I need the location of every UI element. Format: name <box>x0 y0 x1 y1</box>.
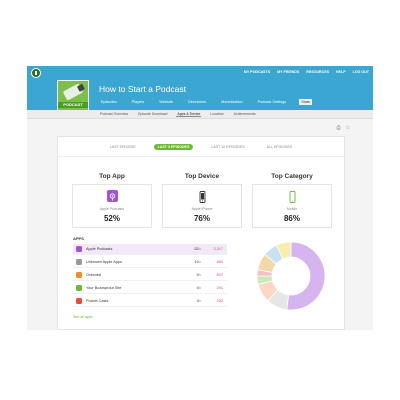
pocket-casts-icon <box>76 298 82 304</box>
donut-slice-apple-podcasts[interactable] <box>286 241 326 311</box>
top-category-name: Mobile <box>286 207 298 211</box>
top-app-card: Apple Podcasts 52% <box>72 184 152 228</box>
top-app-name: Apple Podcasts <box>99 207 125 211</box>
apps-donut-chart <box>256 241 326 311</box>
app-name: Pocket Casts <box>86 299 109 303</box>
sub-nav-location[interactable]: Location <box>210 112 224 116</box>
app-count: 607 <box>216 273 223 277</box>
app-window: MY PODCASTS MY FRIENDS RESOURCES HELP LO… <box>27 66 373 330</box>
stats-panel: LAST EPISODE LAST 3 EPISODES LAST 10 EPI… <box>57 136 345 330</box>
sub-nav-episode-download[interactable]: Episode Download <box>138 112 168 116</box>
top-nav-my-podcasts[interactable]: MY PODCASTS <box>243 70 271 74</box>
podcast-artwork: PODCAST <box>57 80 89 112</box>
mobile-icon <box>287 190 298 203</box>
app-name: Overcast <box>86 273 102 277</box>
main-nav-directories[interactable]: Directories <box>187 100 207 104</box>
app-name: Your Buzzsprout Site <box>86 286 122 290</box>
filter-last-3-episodes[interactable]: LAST 3 EPISODES <box>153 143 194 150</box>
buzzsprout-logo-icon[interactable] <box>31 68 41 78</box>
app-row[interactable]: Pocket Casts 3% 252 <box>73 296 227 307</box>
main-nav-players[interactable]: Players <box>131 100 145 104</box>
sub-nav-apps-device[interactable]: Apps & Device <box>176 112 202 117</box>
app-row[interactable]: Apple Podcasts 52% 3,317 <box>73 244 227 255</box>
app-name: Unknown Apple Apps <box>86 260 122 264</box>
episode-filter: LAST EPISODE LAST 3 EPISODES LAST 10 EPI… <box>58 137 344 157</box>
top-app-value: 52% <box>103 214 120 223</box>
phone-icon <box>197 190 208 203</box>
top-nav-log-out[interactable]: LOG OUT <box>352 70 369 74</box>
app-count: 252 <box>216 299 223 303</box>
apple-podcasts-icon <box>76 246 82 252</box>
main-nav-episodes[interactable]: Episodes <box>101 100 117 104</box>
print-icon[interactable]: ⎙ <box>336 125 341 131</box>
app-name: Apple Podcasts <box>86 247 113 251</box>
artwork-label: PODCAST <box>58 102 88 108</box>
buzzsprout-icon <box>76 285 82 291</box>
top-device-name: Apple iPhone <box>191 207 213 211</box>
microphone-icon <box>62 83 84 101</box>
top-nav: MY PODCASTS MY FRIENDS RESOURCES HELP LO… <box>244 70 369 74</box>
top-category-card: Mobile 86% <box>252 184 332 228</box>
app-percent: 10% <box>194 260 201 264</box>
star-icon[interactable]: ☆ <box>345 125 350 131</box>
top-nav-resources[interactable]: RESOURCES <box>306 70 330 74</box>
app-percent: 3% <box>196 299 201 303</box>
apps-section-label: APPS <box>73 236 84 241</box>
main-nav-website[interactable]: Website <box>159 100 173 104</box>
top-nav-my-friends[interactable]: MY FRIENDS <box>277 70 300 74</box>
unknown-app-icon <box>76 259 82 265</box>
toolbar: ⎙ ☆ <box>337 125 351 131</box>
sub-nav: Podcast Overview Episode Download Apps &… <box>27 110 373 119</box>
app-row[interactable]: Your Buzzsprout Site 4% 291 <box>73 283 227 294</box>
app-count: 291 <box>216 286 223 290</box>
filter-last-episode[interactable]: LAST EPISODE <box>109 144 136 149</box>
see-all-apps-link[interactable]: See all apps <box>73 315 93 319</box>
donut-slice-other-3[interactable] <box>275 241 292 260</box>
top-category-value: 86% <box>283 214 300 223</box>
main-nav-podcast-settings[interactable]: Podcast Settings <box>257 100 287 104</box>
podcast-title: How to Start a Podcast <box>99 84 186 94</box>
app-percent: 9% <box>196 273 201 277</box>
main-nav: Episodes Players Website Directories Mon… <box>99 99 312 105</box>
top-nav-help[interactable]: HELP <box>336 70 346 74</box>
app-percent: 4% <box>196 286 201 290</box>
main-nav-stats[interactable]: Stats <box>299 99 312 105</box>
app-percent: 52% <box>194 247 201 251</box>
top-app-title: Top App <box>99 173 125 180</box>
app-count: 680 <box>216 260 223 264</box>
filter-last-10-episodes[interactable]: LAST 10 EPISODES <box>211 144 245 149</box>
top-device-card: Apple iPhone 76% <box>162 184 242 228</box>
app-row[interactable]: Unknown Apple Apps 10% 680 <box>73 257 227 268</box>
top-category-title: Top Category <box>271 173 313 180</box>
filter-all-episodes[interactable]: ALL EPISODES <box>266 144 293 149</box>
top-bar: MY PODCASTS MY FRIENDS RESOURCES HELP LO… <box>27 66 373 80</box>
app-row[interactable]: Overcast 9% 607 <box>73 270 227 281</box>
app-count: 3,317 <box>213 247 223 251</box>
main-nav-monetization[interactable]: Monetization <box>221 100 243 104</box>
overcast-icon <box>76 272 82 278</box>
podcast-header: PODCAST How to Start a Podcast Episodes … <box>27 80 373 112</box>
top-device-value: 76% <box>193 214 210 223</box>
top-device-title: Top Device <box>184 173 220 180</box>
sub-nav-achievements[interactable]: Achievements <box>233 112 256 116</box>
sub-nav-podcast-overview[interactable]: Podcast Overview <box>100 112 129 116</box>
apple-podcasts-icon <box>107 190 118 202</box>
